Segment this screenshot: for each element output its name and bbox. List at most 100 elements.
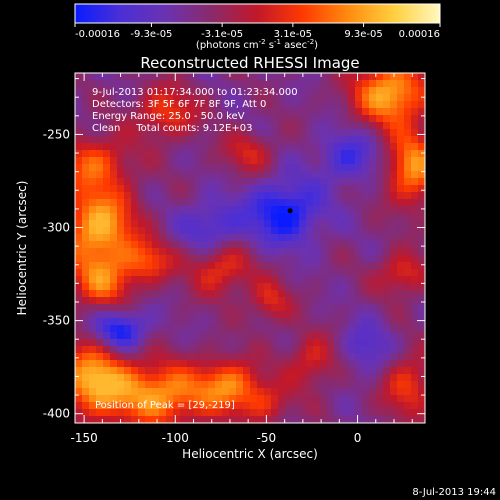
heatmap-cell [348, 353, 356, 361]
heatmap-cell [124, 318, 132, 326]
heatmap-cell [369, 101, 377, 109]
heatmap-cell [250, 241, 258, 249]
heatmap-cell [180, 164, 188, 172]
heatmap-cell [215, 409, 223, 417]
heatmap-cell [131, 150, 139, 158]
heatmap-cell [131, 388, 139, 396]
heatmap-cell [187, 101, 195, 109]
heatmap-cell [341, 276, 349, 284]
heatmap-cell [215, 220, 223, 228]
heatmap-cell [215, 416, 223, 423]
heatmap-cell [124, 234, 132, 242]
heatmap-cell [299, 374, 307, 382]
colorbar-ticks [74, 23, 441, 27]
heatmap-cell [362, 206, 370, 214]
heatmap-cell [250, 150, 258, 158]
heatmap-cell [89, 388, 97, 396]
heatmap-cell [152, 199, 160, 207]
heatmap-cell [257, 87, 265, 95]
heatmap-cell [229, 136, 237, 144]
heatmap-cell [299, 360, 307, 368]
heatmap-cell [278, 339, 286, 347]
heatmap-cell [404, 87, 412, 95]
y-axis-ticks: -250-300-350-400 [43, 78, 425, 421]
heatmap-cell [418, 255, 425, 263]
heatmap-cell [327, 339, 335, 347]
heatmap-cell [103, 143, 111, 151]
heatmap-cell [369, 178, 377, 186]
heatmap-cell [131, 262, 139, 270]
heatmap-cell [103, 192, 111, 200]
heatmap-cell [390, 157, 398, 165]
heatmap-cell [292, 332, 300, 340]
heatmap-cell [173, 234, 181, 242]
heatmap-cell [376, 171, 384, 179]
heatmap-cell [110, 367, 118, 375]
heatmap-cell [285, 360, 293, 368]
heatmap-cell [327, 297, 335, 305]
heatmap-cell [306, 374, 314, 382]
heatmap-cell [376, 297, 384, 305]
heatmap-cell [250, 332, 258, 340]
heatmap-cell [110, 381, 118, 389]
heatmap-cell [236, 185, 244, 193]
heatmap-cell [222, 353, 230, 361]
heatmap-cell [264, 402, 272, 410]
heatmap-cell [264, 318, 272, 326]
heatmap-cell [250, 311, 258, 319]
heatmap-cell [222, 136, 230, 144]
heatmap-cell [103, 94, 111, 102]
heatmap-cell [369, 150, 377, 158]
heatmap-cell [82, 395, 90, 403]
heatmap-cell [390, 164, 398, 172]
heatmap-cell [110, 318, 118, 326]
heatmap-cell [222, 283, 230, 291]
heatmap-cell [376, 416, 384, 423]
heatmap-cell [369, 269, 377, 277]
heatmap-cell [117, 241, 125, 249]
heatmap-cell [96, 199, 104, 207]
heatmap-cell [138, 213, 146, 221]
heatmap-cell [355, 157, 363, 165]
heatmap-cell [369, 346, 377, 354]
heatmap-cell [369, 213, 377, 221]
heatmap-cell [383, 227, 391, 235]
heatmap-cell [404, 416, 412, 423]
heatmap-cell [103, 157, 111, 165]
heatmap-cell [348, 297, 356, 305]
heatmap-cell [257, 353, 265, 361]
heatmap-cell [124, 164, 132, 172]
heatmap-cell [285, 227, 293, 235]
heatmap-cell [264, 409, 272, 417]
heatmap-cell [341, 290, 349, 298]
heatmap-cell [145, 199, 153, 207]
heatmap-cell [390, 136, 398, 144]
heatmap-cell [152, 150, 160, 158]
heatmap-cell [299, 325, 307, 333]
heatmap-cell [166, 339, 174, 347]
heatmap-cell [201, 185, 209, 193]
heatmap-cell [236, 248, 244, 256]
heatmap-cell [117, 150, 125, 158]
heatmap-cell [201, 269, 209, 277]
heatmap-cell [110, 269, 118, 277]
heatmap-cell [306, 402, 314, 410]
heatmap-cell [187, 290, 195, 298]
heatmap-cell [404, 402, 412, 410]
x-axis-ticks: -150 -100 -50 0 [70, 73, 413, 445]
heatmap-cell [208, 122, 216, 130]
heatmap-cell [299, 206, 307, 214]
heatmap-cell [243, 318, 251, 326]
heatmap-cell [201, 192, 209, 200]
heatmap-cell [89, 199, 97, 207]
heatmap-cell [75, 402, 83, 410]
heatmap-cell [145, 234, 153, 242]
heatmap-cell [159, 213, 167, 221]
heatmap-cell [299, 199, 307, 207]
heatmap-cell [348, 227, 356, 235]
heatmap-cell [383, 87, 391, 95]
heatmap-cell [208, 381, 216, 389]
heatmap-cell [292, 122, 300, 130]
heatmap-cell [138, 171, 146, 179]
heatmap-cell [89, 185, 97, 193]
